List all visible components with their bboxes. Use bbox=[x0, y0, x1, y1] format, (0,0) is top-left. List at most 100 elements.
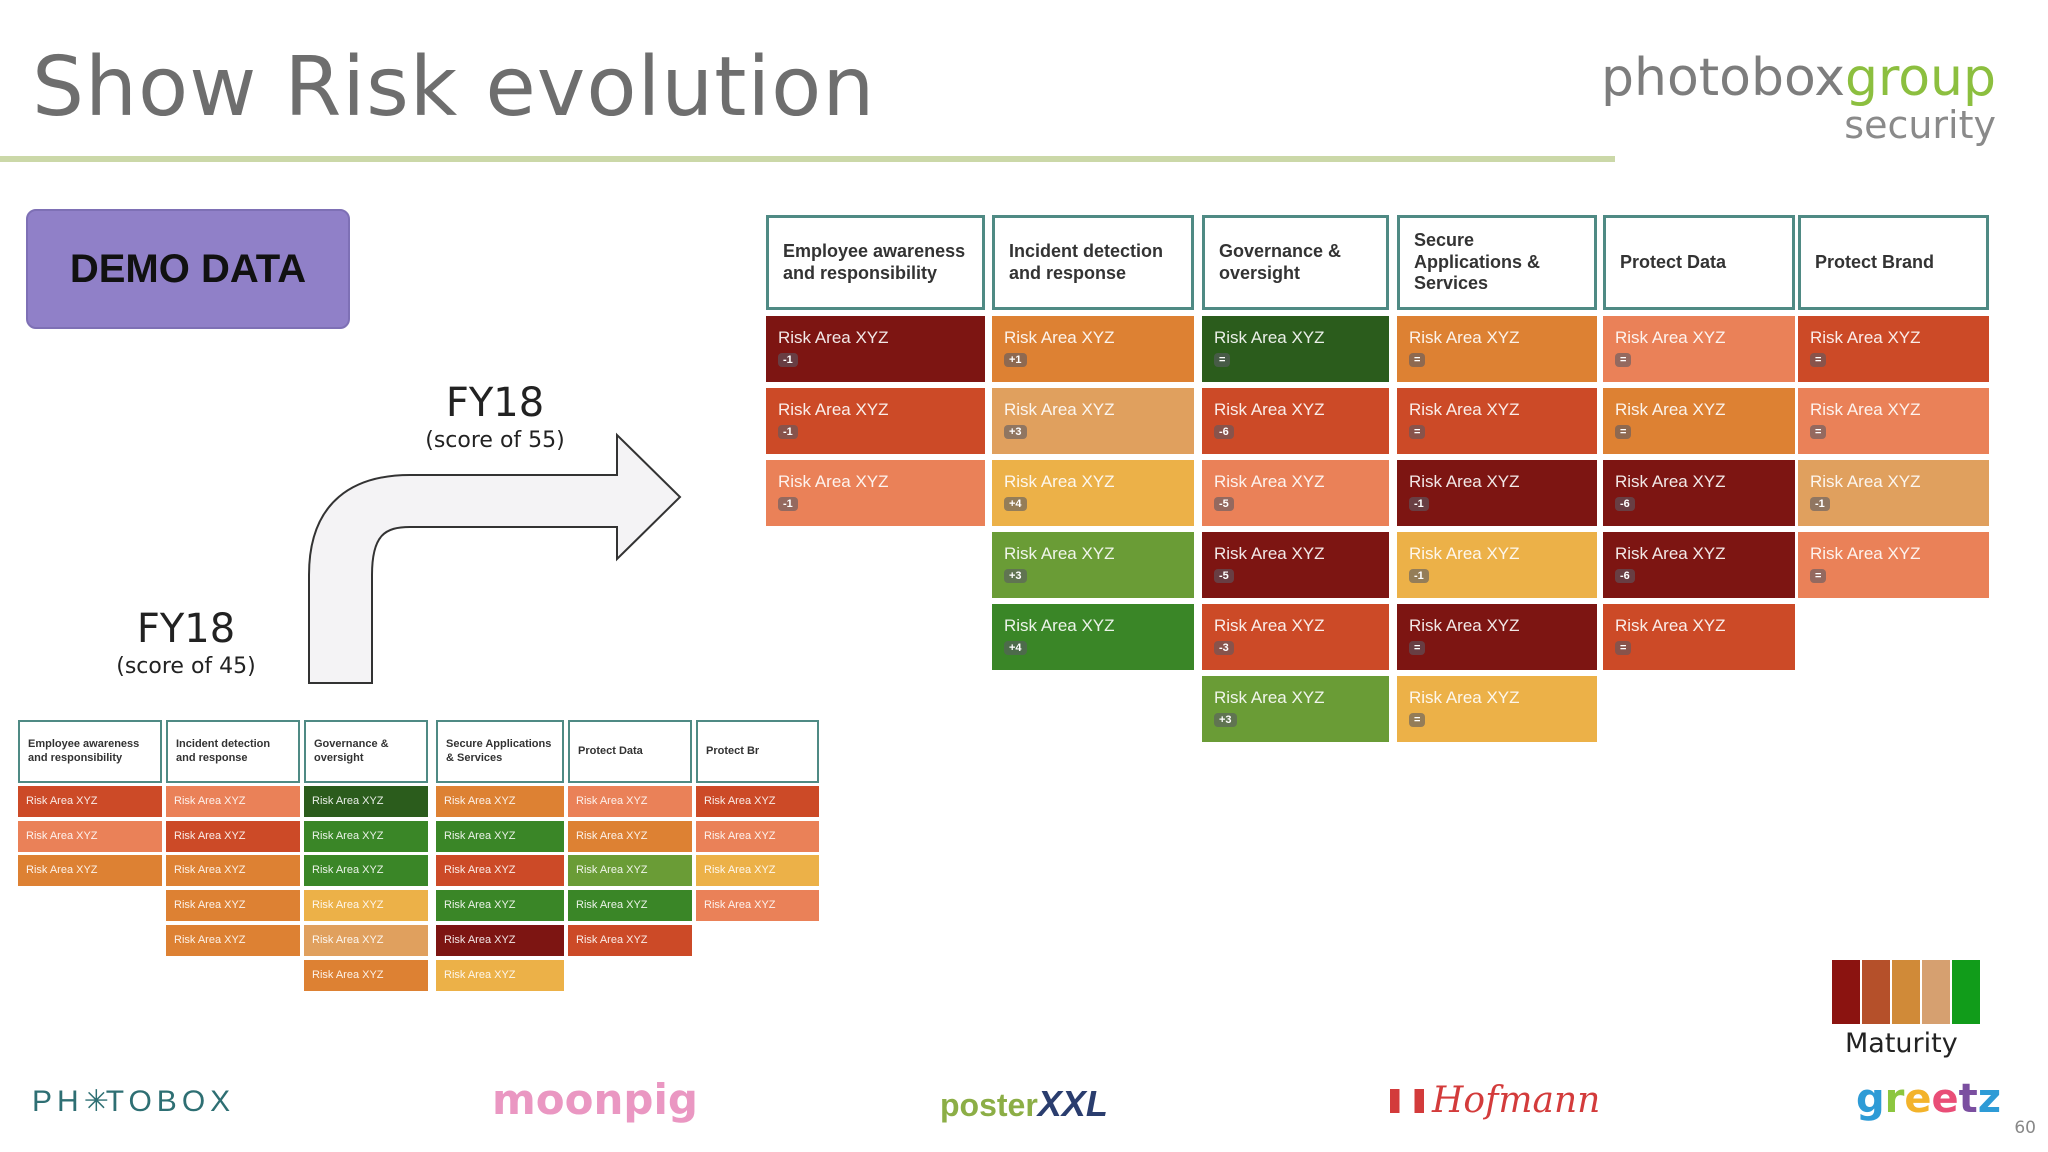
risk-cell: Risk Area XYZ = bbox=[1397, 316, 1597, 382]
risk-cell: Risk Area XYZ -1 bbox=[766, 388, 985, 454]
risk-cell: Risk Area XYZ bbox=[436, 786, 564, 817]
maturity-swatch bbox=[1832, 960, 1860, 1024]
risk-cell-label: Risk Area XYZ bbox=[1214, 328, 1325, 347]
risk-delta-badge: = bbox=[1409, 641, 1426, 655]
risk-cell-label: Risk Area XYZ bbox=[1810, 400, 1921, 419]
risk-cell: Risk Area XYZ bbox=[436, 959, 564, 991]
demo-data-badge: DEMO DATA bbox=[26, 209, 350, 329]
risk-cell-label: Risk Area XYZ bbox=[1214, 472, 1325, 491]
risk-cell: Risk Area XYZ bbox=[304, 786, 428, 817]
risk-cell: Risk Area XYZ +3 bbox=[992, 388, 1194, 454]
column-header: Incident detection and response bbox=[166, 720, 300, 783]
risk-cell: Risk Area XYZ bbox=[166, 820, 300, 852]
risk-cell: Risk Area XYZ bbox=[304, 890, 428, 922]
risk-delta-badge: = bbox=[1615, 425, 1632, 439]
risk-cell-label: Risk Area XYZ bbox=[1409, 544, 1520, 563]
risk-cell: Risk Area XYZ = bbox=[1202, 316, 1389, 382]
risk-cell: Risk Area XYZ +4 bbox=[992, 460, 1194, 526]
maturity-swatch bbox=[1922, 960, 1950, 1024]
risk-delta-badge: +3 bbox=[1214, 713, 1237, 727]
risk-cell-label: Risk Area XYZ bbox=[1615, 400, 1726, 419]
risk-cell-label: Risk Area XYZ bbox=[1615, 328, 1726, 347]
column-header: Protect Data bbox=[1603, 215, 1795, 310]
risk-delta-badge: -6 bbox=[1615, 569, 1635, 583]
risk-cell-label: Risk Area XYZ bbox=[1615, 616, 1726, 635]
before-score: (score of 45) bbox=[116, 654, 256, 679]
risk-cell-label: Risk Area XYZ bbox=[1214, 616, 1325, 635]
risk-cell-label: Risk Area XYZ bbox=[1615, 544, 1726, 563]
risk-cell: Risk Area XYZ bbox=[304, 820, 428, 852]
risk-cell: Risk Area XYZ +1 bbox=[992, 316, 1194, 382]
risk-cell: Risk Area XYZ +3 bbox=[992, 532, 1194, 598]
risk-cell: Risk Area XYZ = bbox=[1603, 388, 1795, 454]
risk-cell: Risk Area XYZ = bbox=[1603, 604, 1795, 670]
risk-delta-badge: = bbox=[1810, 425, 1827, 439]
risk-cell-label: Risk Area XYZ bbox=[778, 328, 889, 347]
risk-cell: Risk Area XYZ bbox=[304, 959, 428, 991]
risk-cell: Risk Area XYZ bbox=[18, 855, 162, 887]
risk-cell: Risk Area XYZ bbox=[436, 820, 564, 852]
brand-subtitle: security bbox=[1844, 103, 1996, 147]
risk-cell: Risk Area XYZ = bbox=[1798, 388, 1989, 454]
column-header: Employee awareness and responsibility bbox=[18, 720, 162, 783]
column-header: Protect Brand bbox=[1798, 215, 1989, 310]
risk-delta-badge: +4 bbox=[1004, 497, 1027, 511]
risk-delta-badge: = bbox=[1214, 353, 1231, 367]
risk-cell: Risk Area XYZ = bbox=[1397, 388, 1597, 454]
column-header: Incident detection and response bbox=[992, 215, 1194, 310]
greetz-letter: e bbox=[1931, 1076, 1959, 1122]
greetz-letter: g bbox=[1856, 1076, 1885, 1122]
risk-cell-label: Risk Area XYZ bbox=[1214, 544, 1325, 563]
risk-cell: Risk Area XYZ -3 bbox=[1202, 604, 1389, 670]
risk-cell: Risk Area XYZ bbox=[18, 786, 162, 817]
posterxxl-logo-xxl: XXL bbox=[1037, 1083, 1108, 1124]
risk-delta-badge: = bbox=[1409, 353, 1426, 367]
posterxxl-logo: posterXXL bbox=[940, 1083, 1108, 1125]
risk-cell: Risk Area XYZ -6 bbox=[1603, 460, 1795, 526]
risk-cell: Risk Area XYZ bbox=[436, 924, 564, 956]
before-label: FY18 (score of 45) bbox=[96, 606, 276, 679]
risk-delta-badge: +3 bbox=[1004, 569, 1027, 583]
risk-cell: Risk Area XYZ = bbox=[1397, 604, 1597, 670]
maturity-swatch bbox=[1862, 960, 1890, 1024]
risk-cell: Risk Area XYZ +4 bbox=[992, 604, 1194, 670]
risk-delta-badge: = bbox=[1409, 425, 1426, 439]
risk-delta-badge: -6 bbox=[1214, 425, 1234, 439]
risk-cell: Risk Area XYZ bbox=[166, 924, 300, 956]
risk-delta-badge: -1 bbox=[778, 497, 798, 511]
column-header: Employee awareness and responsibility bbox=[766, 215, 985, 310]
slide-title: Show Risk evolution bbox=[32, 40, 876, 135]
risk-delta-badge: = bbox=[1810, 569, 1827, 583]
risk-cell-label: Risk Area XYZ bbox=[1004, 472, 1115, 491]
risk-cell-label: Risk Area XYZ bbox=[1004, 400, 1115, 419]
brand-word-photobox: photobox bbox=[1600, 48, 1845, 108]
posterxxl-logo-poster: poster bbox=[940, 1087, 1038, 1123]
maturity-swatch bbox=[1952, 960, 1980, 1024]
risk-delta-badge: = bbox=[1615, 641, 1632, 655]
column-header: Protect Br bbox=[696, 720, 819, 783]
column-header: Governance & oversight bbox=[304, 720, 428, 783]
risk-delta-badge: = bbox=[1615, 353, 1632, 367]
greetz-logo: greetz bbox=[1856, 1076, 2001, 1122]
column-header: Governance & oversight bbox=[1202, 215, 1389, 310]
risk-delta-badge: -1 bbox=[1810, 497, 1830, 511]
risk-cell: Risk Area XYZ -1 bbox=[1798, 460, 1989, 526]
greetz-letter: e bbox=[1904, 1076, 1932, 1122]
brand-logo: photoboxgroup security bbox=[1601, 52, 1996, 144]
risk-cell-label: Risk Area XYZ bbox=[1214, 688, 1325, 707]
risk-cell: Risk Area XYZ bbox=[696, 820, 819, 852]
risk-cell-label: Risk Area XYZ bbox=[1004, 328, 1115, 347]
risk-cell: Risk Area XYZ -5 bbox=[1202, 460, 1389, 526]
risk-cell: Risk Area XYZ bbox=[436, 855, 564, 887]
risk-cell: Risk Area XYZ bbox=[568, 924, 692, 956]
risk-delta-badge: -5 bbox=[1214, 569, 1234, 583]
risk-cell: Risk Area XYZ = bbox=[1397, 676, 1597, 742]
after-year: FY18 bbox=[445, 380, 545, 426]
risk-cell-label: Risk Area XYZ bbox=[778, 472, 889, 491]
hofmann-logo: Hofmann bbox=[1390, 1080, 1600, 1121]
risk-cell: Risk Area XYZ = bbox=[1798, 316, 1989, 382]
column-header: Protect Data bbox=[568, 720, 692, 783]
risk-cell-label: Risk Area XYZ bbox=[1409, 400, 1520, 419]
risk-cell: Risk Area XYZ bbox=[18, 820, 162, 852]
risk-cell-label: Risk Area XYZ bbox=[1409, 616, 1520, 635]
